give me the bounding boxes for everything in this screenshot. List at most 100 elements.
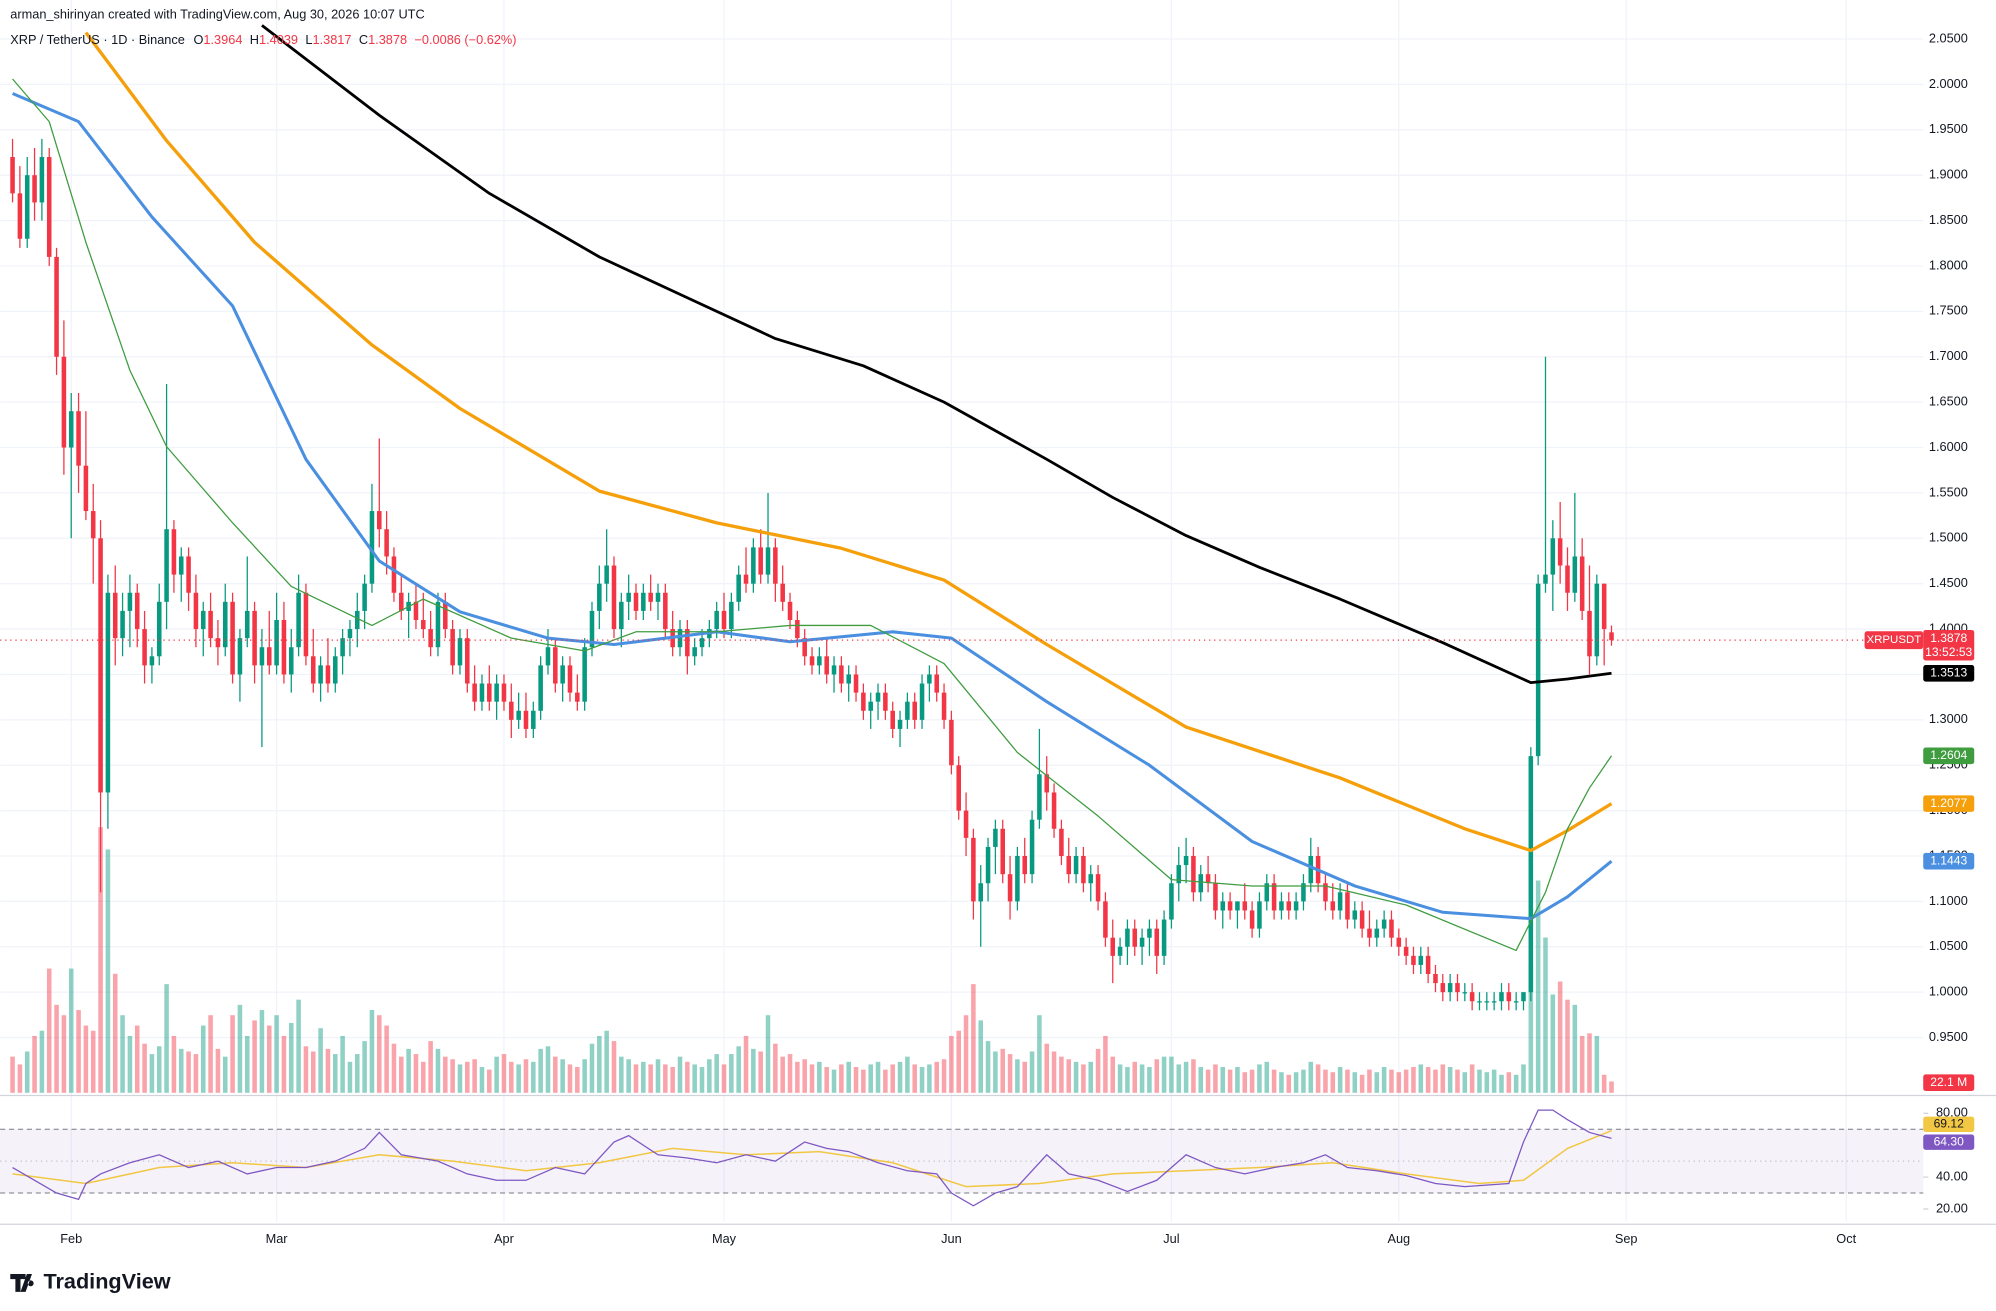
volume-bar [1367, 1069, 1372, 1093]
candle-body [127, 592, 133, 611]
y-tick-label: 0.9500 [1929, 1029, 1968, 1044]
volume-bar [1345, 1069, 1350, 1093]
candle-body [98, 538, 103, 793]
volume-bar [589, 1043, 595, 1093]
volume-bar [1484, 1072, 1490, 1093]
x-tick-label: Oct [1836, 1231, 1856, 1246]
volume-bar [824, 1067, 829, 1093]
volume-bar [1022, 1061, 1028, 1093]
volume-bar [46, 968, 52, 1093]
candle-body [24, 175, 30, 239]
candle-body [1132, 928, 1138, 947]
volume-bar [120, 1015, 125, 1093]
candle-body [619, 601, 624, 630]
volume-bar [663, 1064, 668, 1093]
candle-body [215, 638, 221, 648]
candle-body [391, 556, 397, 593]
volume-bar [582, 1059, 587, 1093]
volume-bar [978, 1020, 983, 1093]
volume-bar [1051, 1051, 1057, 1093]
volume-bar [927, 1064, 932, 1093]
candle-body [1235, 901, 1240, 911]
candle-body [963, 810, 969, 838]
y-tick-label: 1.7500 [1929, 303, 1968, 318]
rsi-tick-label: 40.00 [1936, 1168, 1968, 1183]
candle-body [46, 157, 52, 257]
volume-bar [259, 1010, 265, 1093]
candle-body [76, 411, 81, 466]
volume-bar [1330, 1072, 1336, 1093]
volume-bar [1315, 1064, 1321, 1093]
candle-body [457, 638, 463, 666]
volume-bar [575, 1067, 580, 1093]
volume-bar [193, 1054, 199, 1093]
volume-bar [1389, 1069, 1394, 1093]
volume-bar [714, 1054, 719, 1093]
candle-body [134, 592, 140, 630]
candle-body [288, 647, 294, 675]
candle-body [1169, 883, 1174, 920]
volume-bar [531, 1061, 536, 1093]
candle-body [985, 846, 991, 884]
candle-body [1469, 992, 1475, 1002]
candle-body [780, 583, 785, 602]
volume-bar [597, 1035, 602, 1093]
last-price-box [1923, 629, 1975, 661]
volume-bar [1095, 1048, 1101, 1093]
volume-bar [1147, 1067, 1152, 1093]
candle-body [1477, 1001, 1482, 1003]
volume-bar [156, 1046, 162, 1093]
volume-bar [310, 1051, 316, 1093]
candle-body [39, 157, 45, 203]
volume-bar [1257, 1064, 1262, 1093]
volume-bar [919, 1067, 925, 1093]
candle-body [971, 837, 976, 902]
volume-bar [1301, 1069, 1306, 1093]
candle-body [413, 601, 419, 620]
volume-bar [1066, 1059, 1072, 1093]
volume-bar [751, 1048, 756, 1093]
volume-bar [817, 1061, 822, 1093]
candle-body [545, 647, 551, 666]
volume-bar [1117, 1064, 1123, 1093]
candle-body [597, 583, 602, 611]
x-tick-label: Sep [1615, 1231, 1638, 1246]
y-tick-label: 1.6000 [1929, 439, 1968, 454]
candle-body [787, 601, 793, 620]
volume-bar [274, 1015, 279, 1093]
volume-bar [377, 1015, 382, 1093]
volume-bar [912, 1064, 917, 1093]
candle-body [1389, 919, 1394, 938]
volume-bar [553, 1056, 558, 1093]
symbol-tag-box [1864, 631, 1924, 650]
volume-bar [178, 1048, 184, 1093]
ma-value-label: 1.2604 [1930, 748, 1967, 762]
countdown: 13:52:53 [1925, 645, 1972, 659]
volume-bar [457, 1064, 463, 1093]
y-tick-label: 1.8000 [1929, 257, 1968, 272]
candle-body [443, 601, 448, 630]
candle-body [1242, 901, 1248, 911]
y-tick-label: 1.8500 [1929, 212, 1968, 227]
candle-body [575, 692, 580, 702]
candle-body [531, 710, 536, 729]
candle-body [677, 629, 683, 648]
candle-body [1418, 955, 1424, 965]
volume-bar [1161, 1056, 1167, 1093]
volume-bar [677, 1056, 683, 1093]
x-tick-label: Feb [60, 1231, 82, 1246]
volume-bar [230, 1015, 235, 1093]
candle-body [633, 592, 639, 611]
volume-bar [171, 1035, 177, 1093]
candle-body [897, 719, 903, 729]
volume-bar [472, 1059, 477, 1093]
candle-body [1191, 856, 1196, 893]
candle-body [1337, 892, 1343, 911]
volume-bar [971, 984, 976, 1093]
volume-bar [208, 1015, 213, 1093]
candle-body [1367, 928, 1372, 938]
rsi-value-label: 64.30 [1934, 1134, 1965, 1148]
legend-l-value: 1.3817 [312, 32, 351, 47]
volume-bar [707, 1059, 712, 1093]
